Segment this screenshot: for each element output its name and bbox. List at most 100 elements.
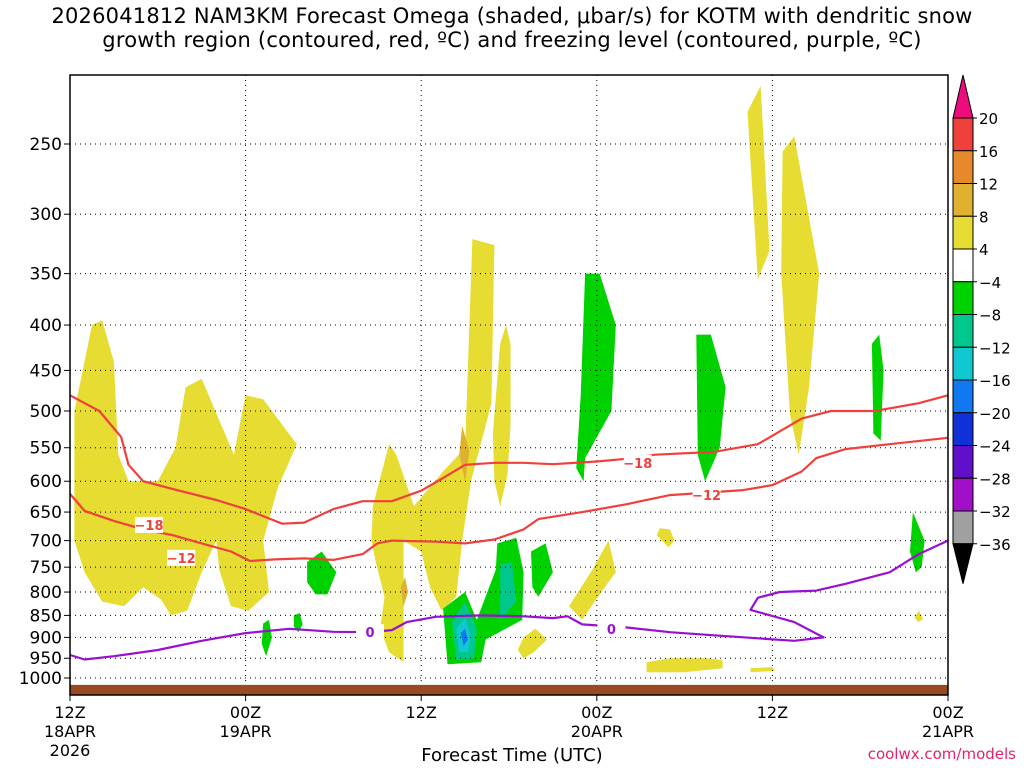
omega-region-1: [74, 320, 297, 616]
colorbar-label: −8: [979, 307, 1001, 325]
contour-label-5: 0: [365, 626, 374, 641]
y-tick-label: 350: [30, 265, 62, 285]
omega-region-25: [459, 426, 470, 482]
y-tick-label: 650: [30, 503, 62, 523]
y-tick-label: 850: [30, 606, 62, 626]
contour-line-3: [69, 539, 949, 661]
colorbar-bin-9: [952, 379, 974, 414]
y-tick-label: 750: [30, 558, 62, 578]
y-tick-label: 250: [30, 135, 62, 155]
omega-region-16: [307, 551, 337, 595]
colorbar-bin-6: [952, 281, 974, 315]
contour-label-bg-5: [355, 624, 384, 641]
contour-label-2: −12: [167, 552, 196, 567]
omega-region-10: [781, 136, 820, 455]
colorbar-label: −36: [979, 536, 1011, 554]
colorbar-bin-13: [952, 510, 974, 545]
contour-line-1: [69, 394, 949, 525]
colorbar-label: −4: [979, 274, 1001, 292]
omega-region-8: [750, 667, 776, 673]
contour-line-2: [69, 436, 949, 563]
x-tick-label: 18APR: [44, 722, 96, 741]
contour-label-6: 0: [607, 623, 616, 638]
y-axis-ticks: 2503003504004505005506006507007508008509…: [19, 135, 70, 689]
omega-region-3: [492, 325, 511, 507]
omega-region-26: [400, 577, 408, 607]
y-tick-label: 450: [30, 361, 62, 381]
colorbar-bin-4: [952, 215, 974, 250]
chart-title: 2026041812 NAM3KM Forecast Omega (shaded…: [0, 4, 1024, 52]
omega-region-14: [871, 334, 884, 441]
omega-region-2: [371, 239, 495, 663]
omega-region-9: [747, 85, 770, 280]
colorbar: 20 16 12 8 4 −4 −8 −12 −16 −20 −24 −28 −32 −36: [952, 74, 1011, 584]
colorbar-label: −12: [979, 339, 1011, 357]
colorbar-bin-7: [952, 314, 974, 348]
colorbar-label: −16: [979, 372, 1011, 390]
colorbar-bin-5: [952, 248, 974, 283]
colorbar-label: 16: [979, 143, 998, 161]
omega-region-7: [646, 658, 723, 673]
colorbar-bin-2: [952, 150, 974, 184]
omega-region-24: [460, 628, 468, 646]
y-tick-label: 300: [30, 205, 62, 225]
omega-region-5: [517, 628, 547, 659]
colorbar-label: 12: [979, 176, 998, 194]
x-tick-label: 00Z: [230, 703, 261, 722]
colorbar-bin-10: [952, 412, 974, 446]
x-tick-label: 12Z: [54, 703, 85, 722]
omega-region-4: [569, 540, 616, 620]
y-tick-label: 550: [30, 439, 62, 459]
contour-label-3: −18: [623, 457, 652, 472]
x-tick-label: 20APR: [571, 722, 623, 741]
plot-frame: [69, 74, 949, 696]
contour-label-bg-3: [623, 454, 652, 471]
omega-region-13: [696, 334, 726, 482]
colorbar-bottom-arrow: [952, 543, 974, 584]
contour-label-1: −18: [135, 519, 164, 534]
y-tick-label: 900: [30, 628, 62, 648]
colorbar-label: −32: [979, 503, 1011, 521]
omega-region-11: [914, 610, 924, 623]
contour-label-bg-1: [135, 516, 164, 533]
y-tick-label: 700: [30, 532, 62, 552]
colorbar-bin-1: [952, 117, 974, 152]
contour-label-bg-2: [167, 549, 196, 566]
x-tick-label: 21APR: [922, 722, 974, 741]
omega-region-12: [576, 273, 616, 482]
credit-link[interactable]: coolwx.com/models: [867, 745, 1016, 763]
x-tick-label: 2026: [50, 741, 91, 760]
colorbar-bin-8: [952, 346, 974, 381]
colorbar-label: 20: [979, 110, 998, 128]
y-tick-label: 400: [30, 316, 62, 336]
chart-title-line-1: 2026041812 NAM3KM Forecast Omega (shaded…: [51, 4, 973, 28]
colorbar-top-arrow: [952, 74, 974, 119]
x-tick-label: 12Z: [406, 703, 437, 722]
omega-region-17: [531, 543, 553, 597]
omega-region-19: [293, 613, 303, 633]
contour-lines: [69, 394, 949, 661]
y-tick-label: 1000: [19, 669, 62, 689]
y-tick-label: 950: [30, 649, 62, 669]
omega-shaded-regions: [74, 85, 925, 673]
chart-title-line-2: growth region (contoured, red, ºC) and f…: [102, 28, 922, 52]
ground-surface: [70, 684, 948, 695]
contour-label-4: −12: [692, 489, 721, 504]
contour-label-bg-4: [692, 487, 721, 504]
x-tick-label: 00Z: [581, 703, 612, 722]
y-tick-label: 800: [30, 583, 62, 603]
y-tick-label: 600: [30, 472, 62, 492]
colorbar-label: 4: [979, 241, 989, 259]
colorbar-label: −28: [979, 470, 1011, 488]
colorbar-label: −20: [979, 405, 1011, 423]
colorbar-bin-3: [952, 183, 974, 217]
colorbar-bin-11: [952, 445, 974, 479]
colorbar-label: −24: [979, 438, 1011, 456]
omega-region-18: [261, 619, 272, 657]
contour-label-bg-6: [597, 621, 626, 638]
omega-region-15: [910, 512, 925, 573]
omega-region-22: [500, 562, 517, 620]
x-tick-label: 19APR: [220, 722, 272, 741]
